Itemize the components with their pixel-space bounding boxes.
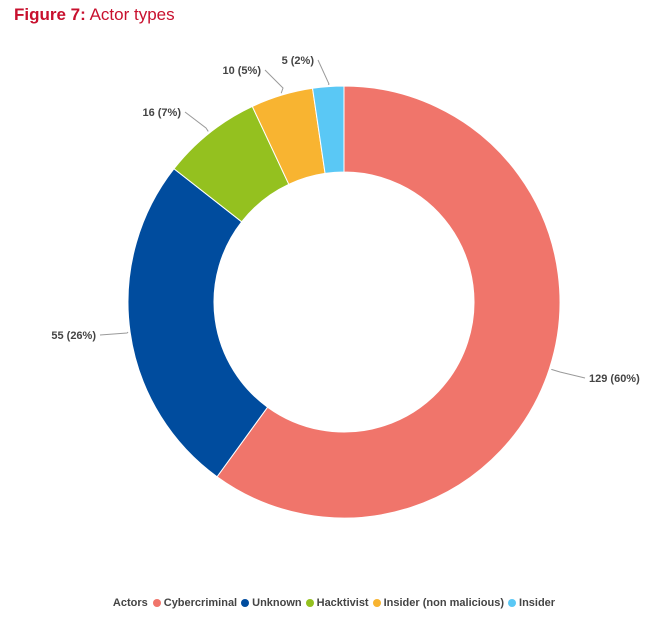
legend-item-insider-non-malicious[interactable]: Insider (non malicious): [372, 597, 505, 609]
legend-swatch-icon: [241, 599, 250, 607]
leader-line-insider-non-malicious: [264, 69, 284, 94]
data-label-unknown: 55 (26%): [51, 330, 96, 342]
legend-item-insider[interactable]: Insider: [508, 597, 555, 609]
legend-label: Insider (non malicious): [383, 597, 505, 609]
data-label-insider: 5 (2%): [282, 55, 315, 67]
legend-item-hacktivist[interactable]: Hacktivist: [305, 597, 369, 609]
data-label-hacktivist: 16 (7%): [142, 107, 181, 119]
chart-legend: Actors Cybercriminal Unknown Hacktivist Ins…: [0, 594, 672, 612]
data-label-insider-non-malicious: 10 (5%): [222, 65, 261, 77]
donut-chart: 129 (60%) 55 (26%) 16 (7%) 10 (5%) 5 (2%): [51, 55, 640, 519]
legend-item-cybercriminal[interactable]: Cybercriminal: [152, 597, 238, 609]
leader-line-cybercriminal: [551, 368, 586, 379]
legend-label: Hacktivist: [316, 597, 369, 609]
legend-swatch-icon: [372, 599, 381, 607]
slice-unknown: [127, 168, 269, 478]
slice-cybercriminal: [216, 85, 561, 519]
legend-label: Cybercriminal: [163, 597, 238, 609]
figure-caption: Actor types: [89, 5, 175, 24]
leader-line-insider: [317, 59, 330, 86]
legend-label: Unknown: [252, 597, 302, 609]
figure-title: Figure 7: Actor types: [14, 5, 175, 25]
figure-number: Figure 7:: [14, 5, 86, 24]
legend-swatch-icon: [152, 599, 161, 607]
leader-line-hacktivist: [184, 111, 209, 132]
leader-line-unknown: [99, 331, 129, 336]
legend-label: Insider: [519, 597, 556, 609]
slice-insider: [311, 85, 345, 174]
legend-swatch-icon: [305, 599, 314, 607]
legend-swatch-icon: [508, 599, 517, 607]
legend-title: Actors: [112, 597, 148, 609]
data-label-cybercriminal: 129 (60%): [589, 373, 640, 385]
legend-item-unknown[interactable]: Unknown: [241, 597, 302, 609]
